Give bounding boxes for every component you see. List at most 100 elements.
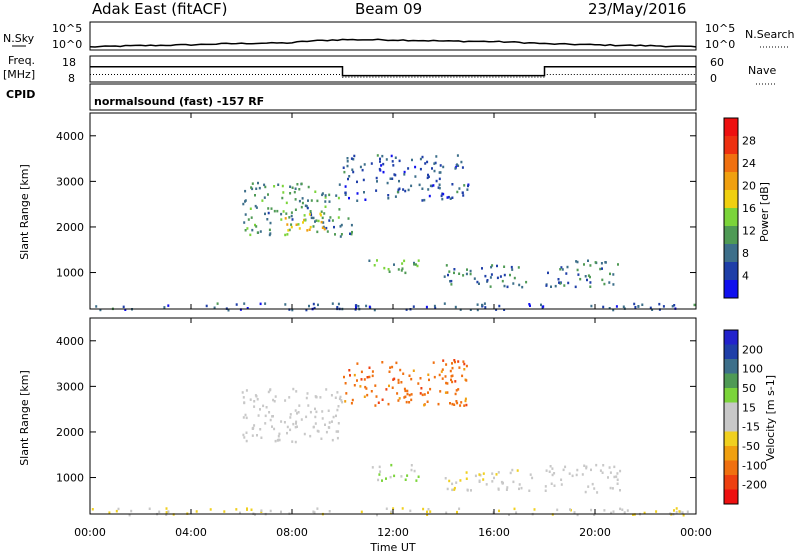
data-cell (440, 370, 443, 373)
data-cell (374, 384, 377, 387)
data-cell (498, 304, 501, 308)
data-cell (245, 389, 248, 392)
data-cell (484, 306, 487, 309)
nsky-label: N.Sky (3, 32, 35, 45)
data-cell (513, 276, 516, 280)
data-cell (435, 155, 438, 158)
colorbar-segment (724, 388, 738, 403)
data-cell (503, 265, 506, 268)
data-cell (263, 196, 266, 199)
data-cell (479, 474, 482, 477)
data-cell (394, 195, 397, 198)
data-cell (117, 507, 120, 511)
data-cell (108, 511, 111, 514)
data-cell (382, 162, 385, 166)
data-cell (491, 480, 494, 483)
data-cell (563, 284, 566, 287)
data-cell (465, 379, 468, 382)
data-cell (589, 275, 591, 279)
data-cell (387, 402, 390, 406)
data-cell (305, 308, 308, 312)
data-cell (329, 216, 332, 219)
data-cell (309, 225, 312, 229)
data-cell (368, 375, 371, 379)
data-cell (407, 167, 410, 170)
data-cell (356, 199, 359, 202)
data-cell (291, 186, 294, 189)
data-cell (303, 432, 306, 436)
data-cell (621, 508, 624, 511)
data-cell (446, 391, 449, 394)
data-cell (391, 386, 394, 389)
data-cell (490, 265, 493, 269)
data-cell (626, 509, 629, 512)
data-cell (520, 486, 523, 490)
data-cell (301, 197, 304, 200)
data-cell (302, 221, 304, 224)
data-cell (316, 230, 319, 234)
data-cell (290, 225, 293, 229)
data-cell (312, 425, 315, 429)
data-cell (512, 480, 515, 484)
data-cell (346, 160, 349, 163)
data-cell (655, 510, 658, 513)
data-cell (503, 308, 506, 311)
data-cell (256, 231, 259, 234)
data-cell (407, 188, 410, 192)
data-cell (585, 465, 588, 468)
data-cell (418, 183, 421, 187)
data-cell (678, 510, 681, 513)
data-cell (294, 198, 297, 201)
data-cell (290, 214, 293, 218)
colorbar-segment (724, 417, 738, 432)
data-cell (466, 268, 468, 271)
data-cell (454, 305, 457, 309)
power-panel-frame (89, 112, 697, 310)
data-cell (246, 508, 248, 511)
data-cell (431, 167, 433, 170)
data-cell (643, 511, 646, 515)
data-cell (366, 393, 369, 397)
data-cell (478, 473, 481, 476)
data-cell (365, 304, 368, 308)
data-cell (281, 196, 284, 200)
data-cell (445, 511, 448, 514)
data-cell (590, 508, 593, 512)
data-cell (282, 191, 285, 194)
data-cell (476, 303, 479, 306)
data-cell (284, 303, 287, 306)
data-cell (462, 194, 465, 197)
data-cell (397, 268, 400, 271)
data-cell (497, 488, 500, 491)
data-cell (244, 213, 247, 216)
data-cell (616, 482, 619, 485)
data-cell (611, 487, 614, 490)
data-cell (462, 360, 465, 363)
data-cell (421, 199, 424, 202)
data-cell (286, 425, 289, 429)
data-cell (382, 170, 385, 174)
data-cell (244, 229, 247, 232)
data-cell (259, 428, 262, 431)
data-cell (682, 514, 685, 517)
data-cell (364, 198, 367, 201)
data-cell (389, 366, 392, 369)
data-cell (594, 261, 597, 264)
data-cell (447, 273, 449, 277)
data-cell (463, 368, 466, 371)
data-cell (285, 212, 288, 215)
data-cell (400, 269, 403, 272)
data-cell (295, 390, 298, 393)
data-cell (269, 232, 272, 235)
data-cell (458, 272, 461, 275)
data-cell (398, 179, 400, 183)
data-cell (429, 510, 432, 513)
colorbar-tick-label: -100 (742, 459, 767, 472)
data-cell (344, 185, 347, 188)
data-cell (610, 511, 613, 515)
data-cell (306, 392, 309, 395)
data-cell (251, 427, 254, 430)
nsearch-tick-top: 10^5 (705, 22, 735, 35)
data-cell (307, 185, 310, 189)
data-cell (417, 259, 420, 262)
